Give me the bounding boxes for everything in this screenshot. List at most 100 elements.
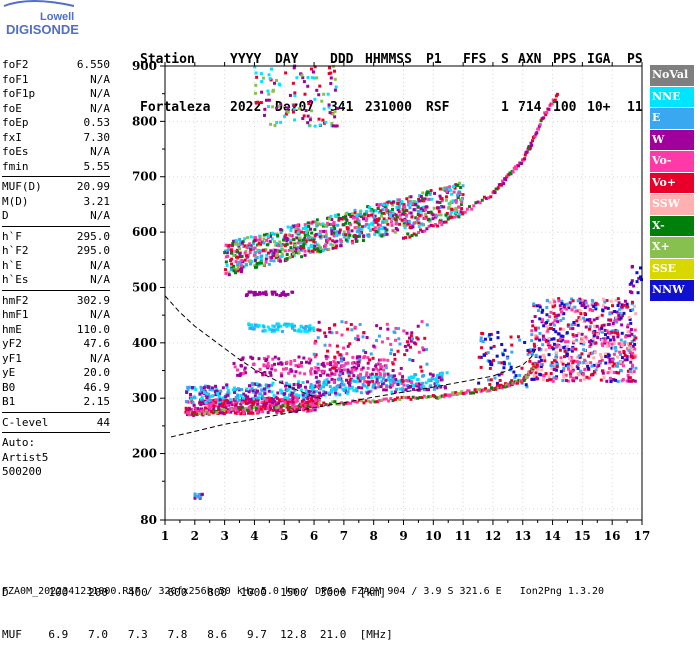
echo-point bbox=[255, 382, 259, 386]
echo-point bbox=[375, 203, 379, 207]
echo-point bbox=[572, 320, 576, 324]
logo-swoosh-icon bbox=[3, 0, 75, 7]
param-row: B0 46.9 bbox=[2, 381, 110, 396]
echo-point bbox=[327, 103, 331, 107]
echo-point bbox=[401, 375, 405, 379]
echo-point bbox=[295, 223, 299, 227]
echo-point bbox=[335, 239, 339, 243]
echo-point bbox=[358, 322, 362, 326]
echo-point bbox=[363, 212, 367, 216]
echo-point bbox=[402, 203, 406, 207]
echo-point bbox=[600, 326, 604, 330]
echo-point bbox=[566, 379, 570, 383]
echo-point bbox=[604, 306, 608, 310]
echo-point bbox=[230, 257, 234, 261]
echo-point bbox=[330, 366, 334, 370]
echo-point bbox=[289, 234, 293, 238]
echo-point bbox=[300, 246, 304, 250]
f-trace-point bbox=[470, 207, 474, 211]
echo-point bbox=[285, 324, 289, 328]
echo-point bbox=[368, 373, 372, 377]
echo-point bbox=[200, 391, 204, 395]
echo-point bbox=[432, 206, 436, 210]
echo-point bbox=[262, 325, 266, 329]
echo-point bbox=[354, 387, 358, 391]
echo-point bbox=[487, 378, 491, 382]
x-tick-label: 3 bbox=[220, 529, 228, 543]
echo-point bbox=[279, 243, 283, 247]
echo-point bbox=[330, 390, 334, 394]
echo-point bbox=[290, 391, 294, 395]
echo-point bbox=[307, 235, 311, 239]
low-trace-point bbox=[516, 381, 520, 385]
param-key: M(D) bbox=[2, 194, 29, 208]
echo-point bbox=[345, 352, 349, 356]
echo-point bbox=[626, 325, 630, 329]
low-trace-point bbox=[355, 400, 359, 404]
echo-point bbox=[637, 276, 641, 280]
f-trace-point bbox=[468, 205, 472, 209]
echo-point bbox=[333, 88, 337, 92]
echo-point bbox=[279, 361, 283, 365]
low-trace-point bbox=[504, 382, 508, 386]
echo-point bbox=[406, 203, 410, 207]
echo-point bbox=[608, 318, 612, 322]
low-trace-point bbox=[505, 384, 509, 388]
echo-point bbox=[290, 369, 294, 373]
echo-point bbox=[436, 380, 440, 384]
echo-point bbox=[479, 336, 483, 340]
param-key: foF2 bbox=[2, 58, 29, 71]
echo-point bbox=[346, 230, 350, 234]
echo-point bbox=[259, 101, 263, 105]
f-trace-point bbox=[429, 223, 433, 227]
echo-point bbox=[230, 262, 234, 266]
echo-point bbox=[387, 375, 391, 379]
low-trace-point bbox=[382, 397, 386, 401]
echo-point bbox=[357, 226, 361, 230]
echo-point bbox=[441, 187, 445, 191]
echo-point bbox=[577, 354, 581, 358]
echo-point bbox=[318, 229, 322, 233]
echo-point bbox=[325, 241, 329, 245]
echo-point bbox=[447, 205, 451, 209]
echo-point bbox=[439, 378, 443, 382]
low-trace-point bbox=[425, 395, 429, 399]
echo-point bbox=[364, 374, 368, 378]
echo-point bbox=[335, 233, 339, 237]
echo-point bbox=[379, 326, 383, 330]
echo-point bbox=[407, 343, 411, 347]
low-trace-point bbox=[259, 407, 263, 411]
echo-point bbox=[271, 292, 275, 296]
param-key: B1 bbox=[2, 395, 16, 408]
echo-point bbox=[231, 242, 235, 246]
echo-point bbox=[253, 246, 257, 250]
echo-point bbox=[271, 105, 275, 109]
echo-point bbox=[543, 359, 547, 363]
echo-point bbox=[280, 244, 284, 248]
echo-point bbox=[225, 385, 229, 389]
echo-point bbox=[344, 233, 348, 237]
echo-point bbox=[232, 390, 236, 394]
echo-point bbox=[330, 229, 334, 233]
echo-point bbox=[199, 493, 203, 497]
echo-point bbox=[246, 395, 250, 399]
param-value: N/A bbox=[90, 273, 110, 286]
echo-point bbox=[258, 235, 262, 239]
echo-point bbox=[601, 344, 605, 348]
echo-point bbox=[192, 386, 196, 390]
echo-point bbox=[263, 107, 267, 111]
echo-point bbox=[294, 363, 298, 367]
echo-point bbox=[576, 299, 580, 303]
echo-point bbox=[279, 228, 283, 232]
low-trace-point bbox=[204, 409, 208, 413]
low-trace-point bbox=[216, 408, 220, 412]
echo-point bbox=[392, 381, 396, 385]
echo-point bbox=[323, 343, 327, 347]
echo-point bbox=[445, 371, 449, 375]
param-key: h`Es bbox=[2, 273, 29, 286]
echo-point bbox=[254, 370, 258, 374]
echo-point bbox=[560, 312, 564, 316]
echo-point bbox=[304, 109, 308, 113]
echo-point bbox=[605, 299, 609, 303]
echo-point bbox=[186, 385, 190, 389]
